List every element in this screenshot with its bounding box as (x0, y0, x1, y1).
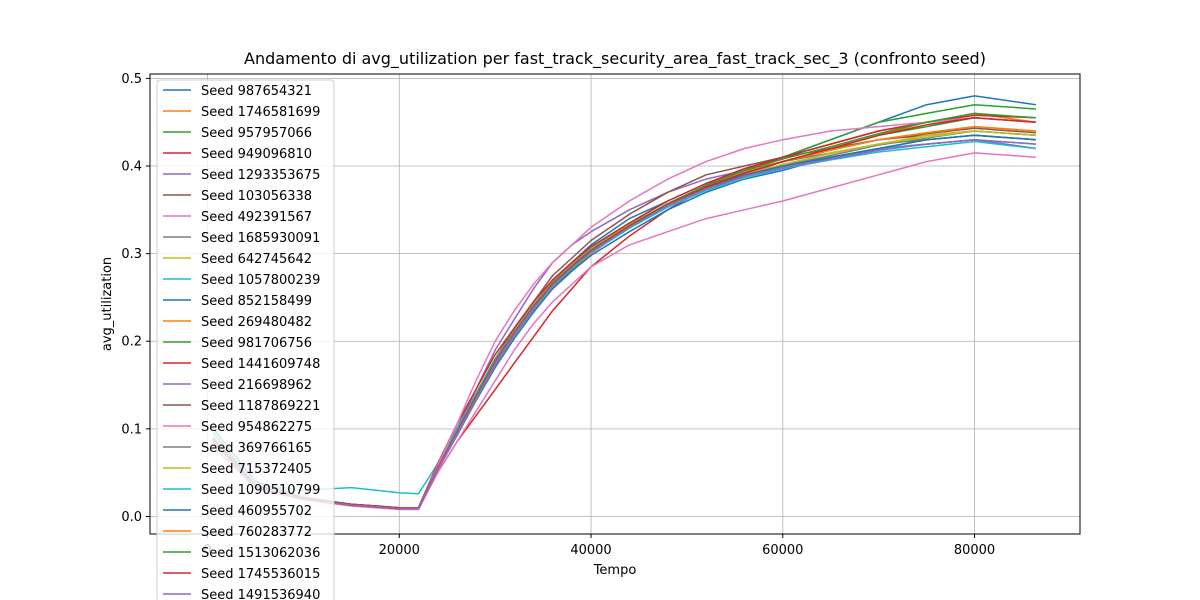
legend-label: Seed 981706756 (201, 336, 312, 351)
series-line-6 (212, 152, 1036, 511)
x-tick-label: 80000 (954, 543, 995, 558)
legend-label: Seed 369766165 (201, 441, 312, 456)
series-line-8 (212, 130, 1036, 510)
legend-box (156, 79, 335, 600)
legend-label: Seed 269480482 (201, 315, 312, 330)
x-axis-label: Tempo (593, 563, 637, 578)
legend-label: Seed 957957066 (201, 126, 312, 141)
x-axis: 020000400006000080000 (203, 534, 995, 558)
series-lines (212, 95, 1037, 511)
legend-label: Seed 760283772 (201, 525, 312, 540)
series-line-11 (212, 125, 1036, 510)
series-line-21 (212, 125, 1036, 510)
series-line-3 (212, 117, 1036, 510)
x-tick-label: 60000 (762, 543, 803, 558)
y-tick-label: 0.2 (121, 335, 142, 350)
legend-label: Seed 1685930091 (201, 231, 320, 246)
legend-label: Seed 492391567 (201, 210, 312, 225)
y-axis: 0.0 0.1 0.2 0.3 0.4 0.5 (121, 72, 150, 525)
series-line-9 (212, 138, 1036, 495)
legend-label: Seed 954862275 (201, 420, 312, 435)
series-line-1 (212, 112, 1037, 510)
series-line-18 (212, 130, 1036, 510)
legend-label: Seed 1513062036 (201, 546, 320, 561)
legend-label: Seed 1057800239 (201, 273, 320, 288)
plot-frame (149, 73, 1081, 535)
legend-label: Seed 216698962 (201, 378, 312, 393)
legend-label: Seed 1090510799 (201, 483, 320, 498)
y-tick-label: 0.4 (121, 160, 142, 175)
series-line-10 (212, 134, 1036, 510)
series-line-16 (212, 117, 1036, 510)
chart-title: Andamento di avg_utilization per fast_tr… (244, 49, 986, 69)
x-tick-label: 20000 (379, 543, 420, 558)
series-line-7 (212, 134, 1036, 510)
series-line-17 (212, 130, 1036, 510)
legend-label: Seed 1293353675 (201, 168, 320, 183)
legend-label: Seed 642745642 (201, 252, 312, 267)
legend-label: Seed 949096810 (201, 147, 312, 162)
y-tick-label: 0.3 (121, 247, 142, 262)
legend-label: Seed 1745536015 (201, 567, 320, 582)
series-line-19 (212, 140, 1036, 510)
legend-label: Seed 1491536940 (201, 588, 320, 600)
series-line-13 (212, 114, 1036, 509)
series-line-24 (212, 138, 1036, 510)
series-line-12 (212, 117, 1036, 510)
series-line-15 (212, 127, 1036, 510)
legend-label: Seed 460955702 (201, 504, 312, 519)
legend-label: Seed 1187869221 (201, 399, 320, 414)
legend-label: Seed 1441609748 (201, 357, 320, 372)
series-line-4 (212, 138, 1037, 510)
y-tick-label: 0.0 (121, 510, 142, 525)
y-tick-label: 0.5 (121, 72, 142, 87)
x-tick-label: 40000 (570, 543, 611, 558)
series-line-23 (212, 117, 1036, 510)
series-line-5 (212, 130, 1036, 510)
series-line-22 (212, 112, 1036, 510)
series-line-0 (212, 95, 1037, 509)
legend-label: Seed 987654321 (201, 84, 312, 99)
legend-label: Seed 715372405 (201, 462, 312, 477)
legend: Seed 987654321 Seed 1746581699 Seed 957957… (156, 79, 335, 600)
legend-label: Seed 1746581699 (201, 105, 320, 120)
y-axis-label: avg_utilization (100, 257, 115, 351)
series-line-14 (212, 138, 1037, 510)
legend-label: Seed 103056338 (201, 189, 312, 204)
y-tick-label: 0.1 (121, 422, 142, 437)
legend-label: Seed 852158499 (201, 294, 312, 309)
series-line-20 (212, 134, 1036, 510)
